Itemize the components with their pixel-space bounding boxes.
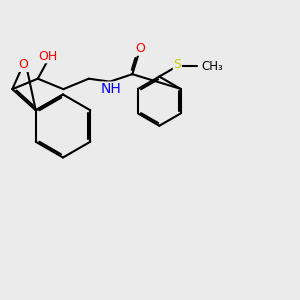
Text: O: O <box>135 42 145 55</box>
Text: O: O <box>19 58 28 71</box>
Text: OH: OH <box>39 50 58 63</box>
Text: S: S <box>173 58 181 71</box>
Text: NH: NH <box>101 82 122 96</box>
Text: CH₃: CH₃ <box>201 60 223 73</box>
